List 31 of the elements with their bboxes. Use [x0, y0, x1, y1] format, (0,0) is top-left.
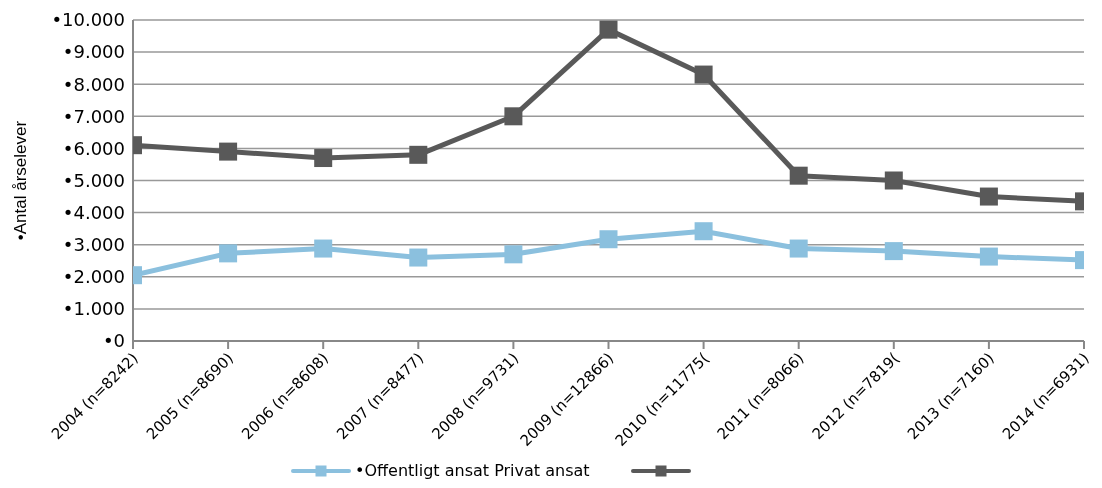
point [314, 149, 333, 168]
point [884, 171, 903, 190]
point [504, 245, 523, 264]
y-tick-label: •0 [102, 330, 125, 352]
point [789, 166, 808, 185]
point [789, 239, 808, 258]
y-tick-label: •4.000 [62, 201, 125, 223]
point [219, 142, 238, 161]
point [979, 247, 998, 266]
y-axis-title: •Antal årselever [11, 120, 31, 241]
point [694, 222, 713, 241]
y-tick-label: •1.000 [62, 298, 125, 320]
y-tick-label: •8.000 [62, 73, 125, 95]
y-tick-label: •7.000 [62, 105, 125, 127]
y-tick-label: •5.000 [62, 169, 125, 191]
point [599, 230, 618, 249]
y-tick-label: •9.000 [62, 41, 125, 63]
point [219, 244, 238, 263]
point [409, 248, 428, 267]
point [979, 187, 998, 206]
y-tick-label: •3.000 [62, 234, 125, 256]
point [694, 65, 713, 84]
point [884, 242, 903, 261]
point [504, 107, 523, 126]
point [409, 145, 428, 164]
point [314, 239, 333, 258]
y-tick-label: •10.000 [51, 9, 125, 31]
legend-label: •Offentligt ansat Privat ansat [355, 461, 590, 480]
y-tick-label: •6.000 [62, 137, 125, 159]
point [599, 20, 618, 39]
y-tick-label: •2.000 [62, 266, 125, 288]
